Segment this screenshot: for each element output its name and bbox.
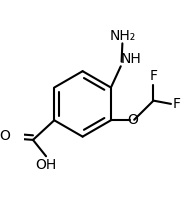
Text: NH: NH — [121, 52, 142, 66]
Text: NH₂: NH₂ — [109, 29, 136, 43]
Text: F: F — [173, 97, 181, 111]
Text: OH: OH — [36, 158, 57, 172]
Text: O: O — [0, 129, 10, 143]
Text: O: O — [127, 113, 138, 127]
Text: F: F — [149, 69, 158, 83]
